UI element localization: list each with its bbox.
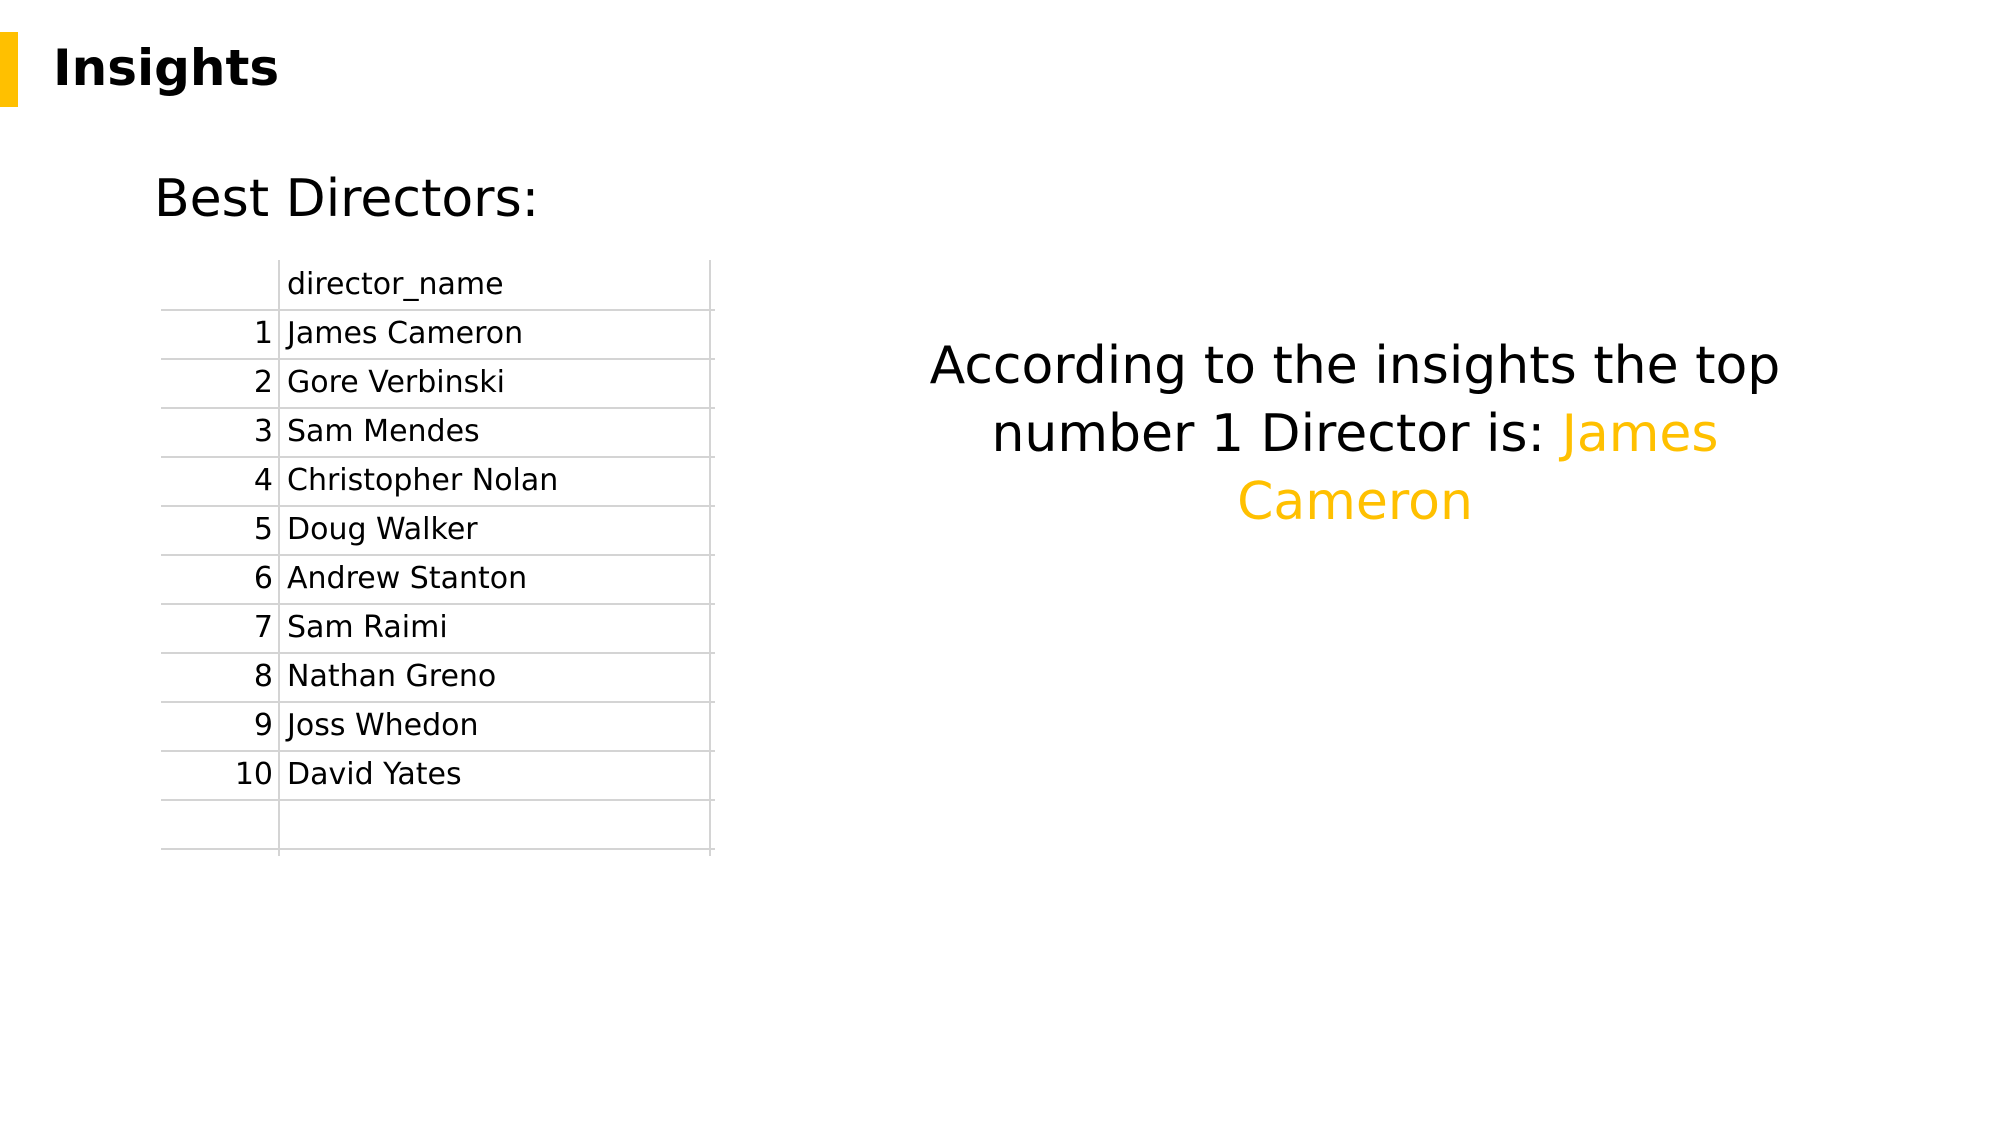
row-index: 5 bbox=[253, 512, 273, 547]
director-name: James Cameron bbox=[287, 316, 524, 351]
top-director-highlight: James Cameron bbox=[1237, 404, 1719, 532]
insight-statement: According to the insights the top number… bbox=[900, 332, 1810, 536]
table-row: 9 Joss Whedon bbox=[161, 701, 715, 752]
row-index: 6 bbox=[253, 561, 273, 596]
row-index: 3 bbox=[253, 414, 273, 449]
table-row: 5 Doug Walker bbox=[161, 505, 715, 556]
table-row: 1 James Cameron bbox=[161, 309, 715, 360]
sheet-header-row: director_name bbox=[161, 260, 715, 311]
director-name: Christopher Nolan bbox=[287, 463, 559, 498]
director-name: Joss Whedon bbox=[287, 708, 479, 743]
table-row: 8 Nathan Greno bbox=[161, 652, 715, 703]
director-name: Nathan Greno bbox=[287, 659, 497, 694]
table-row: 3 Sam Mendes bbox=[161, 407, 715, 458]
director-name: Doug Walker bbox=[287, 512, 478, 547]
column-divider bbox=[709, 260, 711, 856]
row-index: 4 bbox=[253, 463, 273, 498]
column-header: director_name bbox=[287, 267, 504, 302]
insight-text: According to the insights the top number… bbox=[929, 336, 1781, 464]
table-row: 10 David Yates bbox=[161, 750, 715, 801]
section-subtitle: Best Directors: bbox=[154, 169, 540, 229]
table-row: 6 Andrew Stanton bbox=[161, 554, 715, 605]
table-row: 7 Sam Raimi bbox=[161, 603, 715, 654]
row-index: 2 bbox=[253, 365, 273, 400]
row-index: 8 bbox=[253, 659, 273, 694]
table-row: 2 Gore Verbinski bbox=[161, 358, 715, 409]
director-name: David Yates bbox=[287, 757, 462, 792]
slide-title: Insights bbox=[53, 39, 280, 97]
row-index: 1 bbox=[253, 316, 273, 351]
title-accent-bar bbox=[0, 32, 18, 107]
director-name: Andrew Stanton bbox=[287, 561, 528, 596]
director-name: Sam Mendes bbox=[287, 414, 480, 449]
spreadsheet-excerpt: director_name 1 James Cameron 2 Gore Ver… bbox=[161, 260, 715, 856]
director-name: Gore Verbinski bbox=[287, 365, 505, 400]
row-index: 10 bbox=[234, 757, 273, 792]
column-divider bbox=[278, 260, 280, 856]
row-index: 7 bbox=[253, 610, 273, 645]
empty-table-row bbox=[161, 799, 715, 850]
row-index: 9 bbox=[253, 708, 273, 743]
director-name: Sam Raimi bbox=[287, 610, 448, 645]
table-row: 4 Christopher Nolan bbox=[161, 456, 715, 507]
